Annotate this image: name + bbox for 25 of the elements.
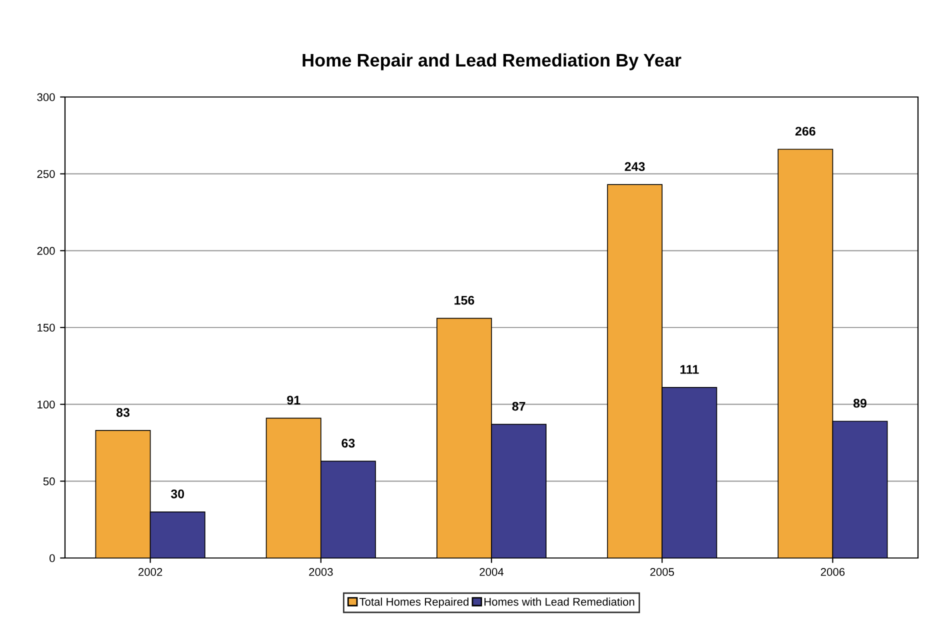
legend-label: Homes with Lead Remediation (484, 598, 634, 606)
x-tick-label: 2002 (138, 568, 162, 576)
data-label: 87 (512, 402, 526, 411)
data-label: 63 (342, 438, 355, 448)
chart-title: Home Repair and Lead Remediation By Year (302, 53, 682, 70)
y-tick-label: 0 (50, 554, 55, 562)
data-label: 91 (287, 396, 300, 405)
data-label: 266 (795, 126, 816, 136)
x-tick-label: 2003 (309, 568, 333, 576)
y-tick-label: 250 (37, 170, 55, 178)
y-tick-label: 100 (38, 400, 55, 408)
y-tick-label: 200 (37, 246, 55, 255)
x-tick-label: 2005 (650, 568, 674, 576)
y-tick-label: 300 (37, 93, 55, 102)
x-tick-label: 2004 (480, 568, 504, 576)
data-label: 156 (454, 296, 474, 305)
legend-label: Total Homes Repaired (359, 598, 468, 608)
x-tick-label: 2006 (820, 568, 845, 576)
data-label: 111 (680, 365, 699, 374)
data-label: 89 (853, 398, 866, 408)
data-label: 243 (624, 162, 645, 172)
data-label: 30 (170, 489, 184, 498)
data-label: 83 (116, 408, 130, 417)
y-tick-label: 50 (43, 477, 55, 486)
y-tick-label: 150 (38, 324, 55, 332)
